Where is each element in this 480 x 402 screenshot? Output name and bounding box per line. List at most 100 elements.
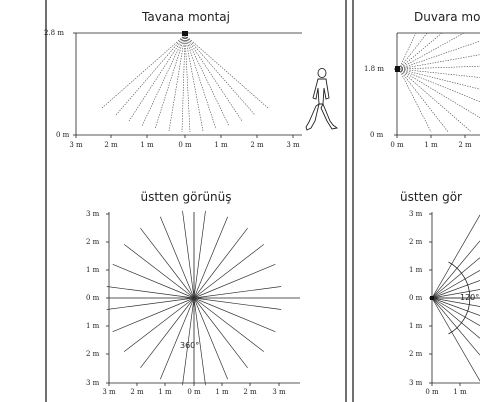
side-ray	[398, 68, 432, 133]
side-ray	[398, 68, 480, 118]
top-ray	[193, 244, 265, 299]
left-top-y-ticks: 3 m 2 m 1 m 0 m 1 m 2 m 3 m	[86, 210, 109, 387]
ceiling-sensor-icon	[182, 31, 188, 36]
x-tick-label: 1 m	[158, 388, 172, 396]
wall-sensor-icon	[395, 66, 400, 72]
side-ray	[398, 54, 480, 70]
side-ray	[398, 32, 417, 70]
top-ray	[431, 297, 480, 316]
x-tick-label: 1 m	[453, 388, 467, 396]
top-ray	[431, 214, 480, 299]
top-ray	[182, 210, 195, 299]
left-side-height-label: 2.8 m	[44, 29, 64, 37]
side-ray	[398, 68, 449, 133]
top-ray	[193, 210, 206, 299]
top-ray	[431, 257, 480, 299]
x-tick-label: 1 m	[214, 141, 228, 149]
left-top-rays	[106, 210, 282, 386]
y-tick-label: 2 m	[86, 350, 100, 358]
right-side-height-label: 1.8 m	[364, 65, 384, 73]
x-tick-label: 3 m	[272, 388, 286, 396]
side-ray	[184, 34, 230, 127]
x-tick-label: 0 m	[390, 141, 404, 149]
y-tick-label: 3 m	[86, 210, 100, 218]
side-ray	[141, 34, 186, 127]
top-ray	[182, 297, 195, 386]
top-ray	[112, 297, 195, 333]
left-side-title: Tavana montaj	[141, 10, 230, 24]
top-ray	[159, 297, 195, 380]
top-ray	[431, 240, 480, 299]
side-ray	[115, 34, 186, 116]
side-ray	[398, 40, 480, 70]
side-ray	[398, 68, 480, 78]
left-side-view: Tavana montaj 2.8 m 0 m 3 m 2 m 1 m 0 m 1 m 2…	[44, 10, 339, 149]
x-tick-label: 0 m	[187, 388, 201, 396]
y-tick-label: 2 m	[409, 238, 423, 246]
right-angle-arc	[448, 261, 471, 335]
x-tick-label: 2 m	[458, 141, 472, 149]
right-side-zero-label: 0 m	[370, 131, 384, 139]
y-tick-label: 0 m	[409, 294, 423, 302]
x-tick-label: 3 m	[69, 141, 83, 149]
x-tick-label: 0 m	[178, 141, 192, 149]
top-ray	[193, 297, 276, 333]
left-top-x-ticks: 3 m 2 m 1 m 0 m 1 m 2 m 3 m	[102, 383, 286, 396]
right-side-view: Duvara mo 1.8 m 0 m 0 m 1 m 2 m	[364, 10, 480, 149]
side-ray	[184, 34, 217, 130]
top-ray	[431, 269, 480, 299]
x-tick-label: 0 m	[425, 388, 439, 396]
top-ray	[193, 297, 265, 352]
top-ray	[193, 297, 248, 369]
x-tick-label: 3 m	[286, 141, 300, 149]
y-tick-label: 3 m	[409, 379, 423, 387]
side-ray	[184, 34, 269, 109]
y-tick-label: 1 m	[86, 322, 100, 330]
top-ray	[140, 297, 195, 369]
left-top-title: üstten görünüş	[140, 190, 231, 204]
top-ray	[106, 297, 195, 310]
side-ray	[101, 34, 186, 109]
side-ray	[398, 32, 443, 70]
x-tick-label: 2 m	[243, 388, 257, 396]
side-ray	[168, 34, 186, 132]
x-tick-label: 1 m	[140, 141, 154, 149]
top-ray	[193, 286, 282, 299]
top-ray	[193, 297, 282, 310]
side-ray	[398, 32, 428, 70]
top-ray	[431, 297, 480, 327]
y-tick-label: 3 m	[86, 379, 100, 387]
top-ray	[193, 297, 229, 380]
left-top-view: üstten görünüş 3 m 2 m 1 m 0 m 1 m 2 m 3 m 3 m…	[86, 190, 300, 396]
x-tick-label: 1 m	[215, 388, 229, 396]
right-side-rays	[398, 32, 480, 133]
side-ray	[184, 34, 204, 132]
right-top-y-ticks: 3 m 2 m 1 m 0 m 1 m 2 m 3 m	[409, 210, 432, 387]
y-tick-label: 1 m	[409, 266, 423, 274]
x-tick-label: 1 m	[424, 141, 438, 149]
y-tick-label: 3 m	[409, 210, 423, 218]
right-top-x-ticks: 0 m 1 m	[425, 383, 467, 396]
walking-person-icon	[305, 67, 339, 131]
top-ray	[112, 263, 195, 299]
top-ray	[431, 297, 480, 356]
top-ray	[431, 297, 480, 307]
top-ray	[431, 297, 480, 382]
side-ray	[184, 34, 191, 133]
side-ray	[154, 34, 186, 130]
top-ray	[123, 244, 195, 299]
y-tick-label: 2 m	[409, 350, 423, 358]
x-tick-label: 2 m	[104, 141, 118, 149]
x-tick-label: 2 m	[250, 141, 264, 149]
left-side-rays	[101, 34, 269, 133]
y-tick-label: 2 m	[86, 238, 100, 246]
y-tick-label: 1 m	[409, 322, 423, 330]
top-ray	[193, 216, 229, 299]
side-ray	[398, 68, 472, 133]
x-tick-label: 2 m	[130, 388, 144, 396]
top-ray	[431, 289, 480, 299]
right-side-x-ticks: 0 m 1 m 2 m	[390, 135, 472, 149]
top-ray	[106, 286, 195, 299]
